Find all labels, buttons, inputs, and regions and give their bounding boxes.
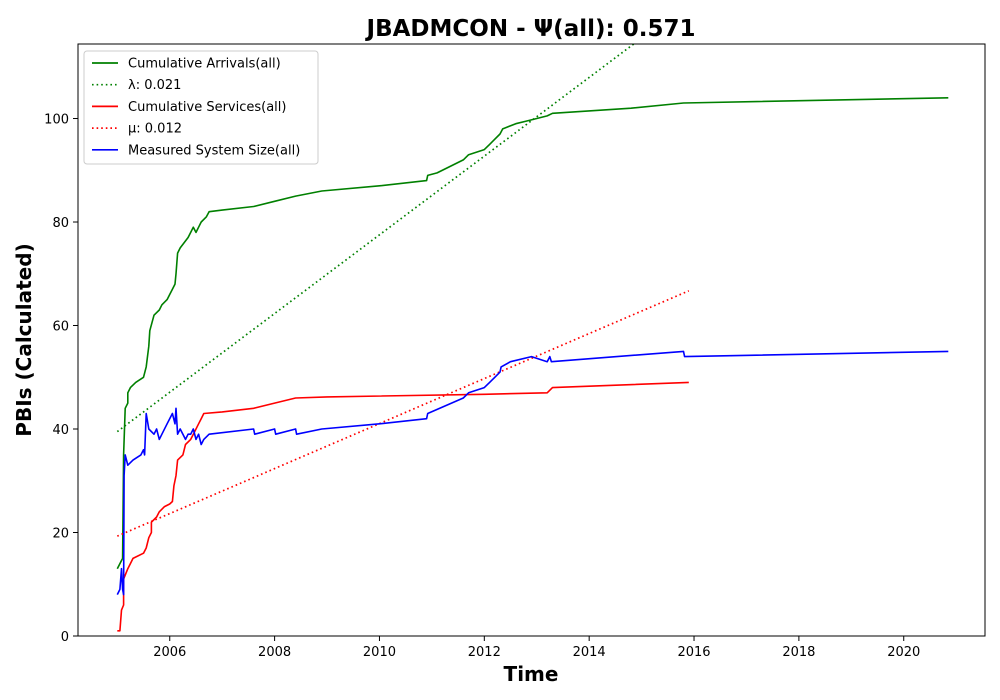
legend: Cumulative Arrivals(all) λ: 0.021 Cumulati…: [83, 50, 319, 165]
y-tick-label: 80: [52, 216, 69, 231]
x-tick-label: 2018: [782, 645, 815, 660]
x-tick-label: 2008: [258, 645, 291, 660]
x-tick-label: 2016: [677, 645, 710, 660]
y-tick-label: 20: [52, 527, 69, 542]
series-line-0-021: [116, 44, 635, 433]
x-tick-label: 2006: [153, 645, 186, 660]
series-line-cumulative-arrivals-all: [116, 97, 949, 570]
x-tick-label: 2020: [887, 645, 920, 660]
x-axis: 2006 2008 2010 2012 2014 2016 2018 2020: [153, 636, 920, 660]
chart-title: JBADMCON - Ψ(all): 0.571: [365, 16, 696, 42]
x-tick-label: 2014: [573, 645, 606, 660]
plot-area: [77, 43, 986, 637]
legend-label-0-012: μ: 0.012: [128, 122, 182, 137]
legend-label-measured-system-size-all: Measured System Size(all): [128, 143, 300, 158]
y-tick-label: 60: [52, 320, 69, 335]
series-layer: [116, 44, 949, 632]
y-tick-label: 100: [44, 113, 69, 128]
series-line-cumulative-services-all: [117, 381, 689, 632]
legend-label-cumulative-services-all: Cumulative Services(all): [128, 100, 286, 115]
legend-label-0-021: λ: 0.021: [128, 78, 181, 93]
x-tick-label: 2010: [363, 645, 396, 660]
series-line-measured-system-size-all: [116, 350, 949, 596]
plot-frame: [77, 43, 986, 637]
y-axis-label: PBIs (Calculated): [12, 243, 36, 436]
y-tick-label: 0: [61, 630, 69, 645]
y-axis: 0 20 40 60 80 100: [44, 113, 78, 645]
y-tick-label: 40: [52, 423, 69, 438]
x-tick-label: 2012: [468, 645, 501, 660]
legend-label-cumulative-arrivals-all: Cumulative Arrivals(all): [128, 57, 281, 72]
x-axis-label: Time: [504, 662, 559, 686]
legend-box: [83, 50, 319, 165]
